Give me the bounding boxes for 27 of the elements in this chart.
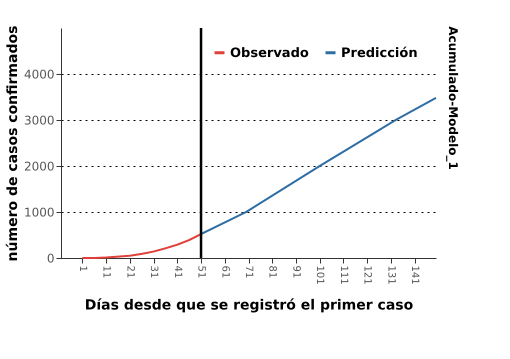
x-tick-label: 91 xyxy=(290,266,302,278)
x-tick-label: 1 xyxy=(76,266,88,272)
x-axis-title: Días desde que se registró el primer caso xyxy=(84,298,414,314)
line-series xyxy=(200,96,437,236)
line-series xyxy=(81,233,202,259)
y-tick-label: 2000 xyxy=(24,160,54,174)
x-tick-label: 101 xyxy=(314,266,326,285)
x-tick-label: 21 xyxy=(124,266,136,278)
legend-label: Observado xyxy=(230,46,309,61)
legend-label: Predicción xyxy=(341,46,418,61)
x-tick-label: 111 xyxy=(338,266,349,285)
y-tick-label: 1000 xyxy=(24,206,54,220)
y-axis-title: número de casos confirmados xyxy=(4,26,21,262)
x-tick-label: 121 xyxy=(362,266,373,285)
x-tick-label: 131 xyxy=(385,266,396,285)
x-tick-label: 81 xyxy=(266,266,278,278)
y-tick-label: 3000 xyxy=(24,114,54,128)
x-tick-label: 71 xyxy=(243,266,254,278)
x-tick-label: 61 xyxy=(219,266,230,278)
x-tick-label: 11 xyxy=(100,266,112,278)
x-tick-label: 51 xyxy=(196,266,207,278)
y2-axis-title: Acumulado-Modelo_1 xyxy=(446,26,460,170)
y-tick-label: 4000 xyxy=(24,68,54,82)
x-tick-label: 141 xyxy=(409,266,420,285)
x-tick-label: 31 xyxy=(148,266,160,278)
y-tick-label: 0 xyxy=(46,252,54,266)
x-tick-label: 41 xyxy=(172,266,183,278)
